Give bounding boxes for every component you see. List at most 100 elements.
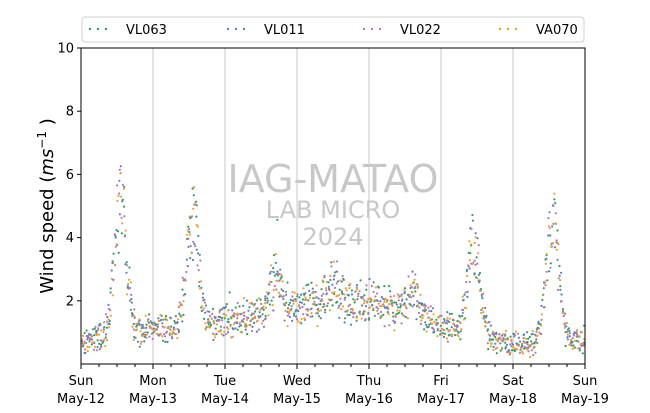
data-point — [422, 304, 425, 307]
data-point — [192, 186, 195, 189]
data-point — [389, 295, 392, 298]
data-point — [113, 264, 117, 267]
data-point — [195, 204, 198, 207]
data-point — [154, 327, 157, 330]
data-point — [326, 304, 329, 307]
data-point — [306, 314, 310, 317]
data-point — [214, 327, 217, 330]
data-point — [439, 329, 442, 332]
data-point — [207, 323, 210, 326]
data-point — [93, 334, 96, 337]
data-point — [547, 270, 551, 273]
data-point — [486, 342, 489, 345]
data-point — [411, 270, 414, 273]
legend-marker — [498, 27, 502, 31]
data-point — [104, 336, 107, 339]
data-point — [304, 292, 307, 295]
x-tick-label-date: May-15 — [273, 392, 321, 407]
data-point — [566, 333, 569, 336]
data-point — [469, 252, 472, 255]
data-point — [527, 344, 530, 347]
data-point — [269, 270, 272, 273]
data-point — [410, 286, 414, 289]
data-point — [195, 200, 198, 203]
data-point — [336, 260, 339, 263]
data-point — [470, 243, 473, 246]
data-point — [576, 333, 579, 336]
data-point — [355, 286, 358, 289]
data-point — [310, 281, 313, 284]
data-point — [329, 278, 332, 282]
data-point — [420, 302, 423, 305]
y-tick-label: 2 — [66, 294, 74, 309]
data-point — [338, 304, 341, 307]
data-point — [132, 322, 135, 326]
data-point — [442, 322, 445, 325]
data-point — [266, 297, 269, 300]
data-point — [523, 347, 526, 350]
data-point — [483, 314, 486, 318]
data-point — [102, 328, 105, 331]
data-point — [341, 274, 344, 278]
data-point — [96, 329, 99, 332]
data-point — [315, 284, 318, 287]
data-point — [537, 327, 541, 330]
data-point — [576, 347, 579, 350]
data-point — [529, 355, 532, 359]
data-point — [571, 337, 574, 340]
data-point — [315, 304, 318, 307]
data-point — [547, 225, 551, 228]
data-point — [445, 327, 449, 330]
data-point — [146, 320, 149, 323]
data-point — [552, 222, 555, 225]
data-point — [372, 281, 375, 284]
data-point — [268, 303, 271, 306]
data-point — [521, 342, 524, 345]
data-point — [181, 320, 184, 323]
data-point — [408, 295, 411, 298]
data-point — [468, 259, 471, 262]
data-point — [429, 319, 432, 322]
data-point — [438, 315, 441, 318]
data-point — [196, 252, 200, 255]
data-point — [495, 352, 498, 355]
data-point — [513, 349, 517, 352]
data-point — [568, 330, 571, 333]
data-point — [201, 309, 204, 312]
data-point — [90, 343, 93, 346]
data-point — [493, 334, 496, 337]
data-point — [210, 317, 213, 320]
data-point — [330, 298, 333, 301]
data-point — [244, 328, 247, 331]
data-point — [554, 222, 557, 225]
data-point — [105, 326, 108, 329]
data-point — [553, 246, 557, 249]
data-point — [220, 316, 224, 320]
data-point — [427, 306, 430, 309]
data-point — [201, 305, 204, 308]
data-point — [363, 294, 366, 297]
data-point — [382, 313, 385, 316]
data-point — [419, 293, 422, 296]
data-point — [446, 316, 449, 320]
data-point — [204, 328, 207, 331]
data-point — [434, 322, 437, 325]
data-point — [88, 346, 91, 349]
data-point — [322, 303, 325, 306]
data-point — [376, 309, 379, 312]
data-point — [365, 288, 368, 291]
data-point — [376, 299, 379, 302]
data-point — [297, 309, 300, 313]
data-point — [229, 325, 232, 328]
data-point — [236, 328, 239, 331]
data-point — [380, 296, 383, 299]
data-point — [275, 272, 278, 275]
data-point — [224, 333, 228, 336]
data-point — [123, 205, 126, 208]
data-point — [372, 307, 375, 310]
data-point — [554, 202, 557, 205]
data-point — [360, 317, 363, 320]
data-point — [548, 211, 551, 214]
data-point — [270, 280, 273, 284]
data-point — [311, 287, 314, 290]
